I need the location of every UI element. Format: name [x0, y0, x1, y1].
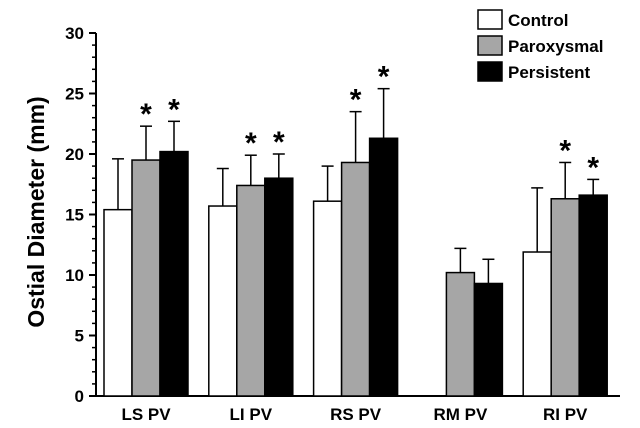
bar: [578, 194, 608, 397]
bar: [368, 137, 399, 397]
y-axis-label: Ostial Diameter (mm): [23, 96, 49, 327]
x-tick-label: LI PV: [230, 405, 273, 424]
legend-swatch: [477, 9, 503, 30]
bar: [264, 177, 294, 397]
significance-star: *: [140, 98, 152, 131]
bar: [208, 205, 238, 397]
significance-star: *: [587, 151, 599, 184]
bar: [522, 251, 552, 397]
bar: [473, 282, 504, 397]
y-tick-label: 25: [65, 85, 84, 104]
x-tick-label: RS PV: [330, 405, 382, 424]
bar: [340, 161, 371, 397]
bar: [550, 198, 580, 397]
x-tick-label: LS PV: [121, 405, 171, 424]
legend-label: Paroxysmal: [508, 37, 603, 56]
legend-label: Control: [508, 11, 568, 30]
significance-star: *: [559, 134, 571, 167]
significance-star: *: [168, 93, 180, 126]
bars-group: * * * * * * * *: [103, 61, 608, 397]
y-tick-label: 15: [65, 206, 84, 225]
bar: [103, 208, 133, 397]
legend: Control Paroxysmal Persistent: [477, 9, 603, 82]
legend-label: Persistent: [508, 63, 591, 82]
y-tick-label: 30: [65, 24, 84, 43]
x-tick-label: RI PV: [543, 405, 588, 424]
legend-swatch: [477, 35, 503, 56]
bar: [131, 159, 161, 397]
y-tick-label: 5: [75, 327, 84, 346]
legend-swatch: [477, 61, 503, 82]
bar: [445, 271, 476, 397]
significance-star: *: [350, 84, 362, 117]
significance-star: *: [273, 126, 285, 159]
x-tick-label: RM PV: [433, 405, 488, 424]
y-tick-label: 0: [75, 387, 84, 406]
bar: [159, 150, 189, 397]
significance-star: *: [245, 127, 257, 160]
bar: [236, 184, 266, 397]
y-tick-label: 20: [65, 145, 84, 164]
significance-star: *: [378, 61, 390, 94]
y-tick-label: 10: [65, 266, 84, 285]
bar: [312, 200, 343, 397]
